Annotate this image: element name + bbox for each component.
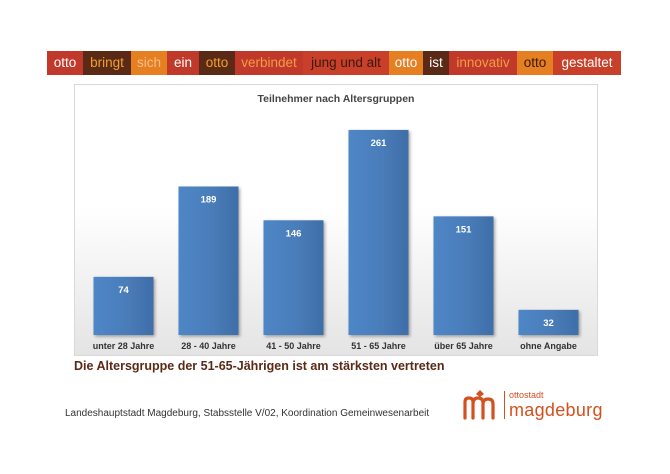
data-label: 151 [456,224,473,235]
slogan-word: otto [517,51,553,75]
chart-title: Teilnehmer nach Altersgruppen [258,93,415,105]
data-label: 146 [286,228,302,239]
slogan-word: innovativ [449,51,517,75]
category-label: über 65 Jahre [434,341,493,351]
bar [178,186,239,335]
slogan-word: jung und alt [303,51,389,75]
ottostadt-logo-icon [463,390,495,420]
slogan-word: otto [199,51,235,75]
category-label: unter 28 Jahre [93,341,155,351]
slogan-word: otto [47,51,83,75]
bar [348,129,409,335]
bar [433,216,494,335]
data-label: 261 [371,138,388,149]
slogan-word: sich [131,51,167,75]
headline: Die Altersgruppe der 51-65-Jährigen ist … [74,359,445,373]
slogan-banner: otto bringt sich ein otto verbindet jung und a… [47,51,621,75]
age-group-chart: Teilnehmer nach Altersgruppen 74 unter 28 … [74,84,598,356]
logo-ottostadt: ottostadt [509,390,544,400]
chart-svg: Teilnehmer nach Altersgruppen 74 unter 28 … [93,93,579,351]
category-label: 51 - 65 Jahre [351,341,406,351]
bar [263,220,324,335]
bar [518,309,579,335]
data-label: 32 [543,318,554,329]
data-label: 189 [201,195,217,206]
category-label: 28 - 40 Jahre [181,341,236,351]
slogan-word: otto [389,51,423,75]
category-label: 41 - 50 Jahre [266,341,321,351]
slogan-word: ist [423,51,449,75]
data-label: 74 [118,285,129,296]
bar [93,276,154,335]
logo-magdeburg: magdeburg [509,400,603,420]
logo-divider [504,391,505,419]
slogan-word: bringt [83,51,131,75]
footer-text: Landeshauptstadt Magdeburg, Stabsstelle … [65,408,430,419]
slogan-word: verbindet [235,51,303,75]
category-label: ohne Angabe [520,341,577,351]
slogan-word: ein [167,51,199,75]
slogan-word: gestaltet [553,51,621,75]
